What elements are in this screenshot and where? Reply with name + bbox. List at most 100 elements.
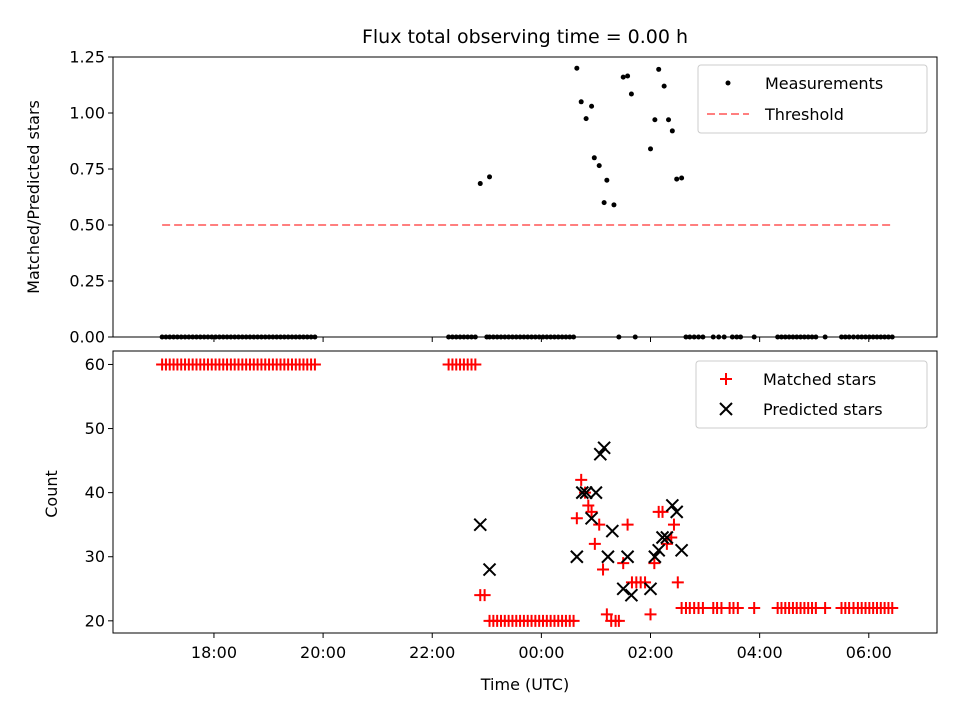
legend-measurements-label: Measurements (765, 74, 883, 93)
matched-star-point (600, 608, 613, 621)
ratio-axes-frame (112, 56, 938, 338)
ratio-y-tick-label: 0.25 (69, 272, 105, 291)
measurement-point (620, 74, 626, 80)
predicted-star-point (482, 562, 497, 577)
matched-star-point (621, 518, 634, 531)
count-y-axis-label: Count (42, 470, 61, 518)
measurement-point (679, 175, 685, 181)
matched-star-point (886, 602, 899, 615)
measurement-point (656, 66, 662, 72)
x-tick-label: 00:00 (518, 643, 564, 662)
predicted-star-point (660, 530, 674, 545)
legend-measurements-marker (725, 80, 731, 86)
matched-star-point (617, 557, 630, 570)
ratio-y-ticks: 0.00 0.25 0.50 0.75 1.00 1.25 (69, 48, 113, 347)
measurement-point (648, 146, 654, 152)
predicted-star-point (601, 550, 615, 564)
count-axes-frame (112, 350, 938, 634)
predicted-star-point (624, 588, 639, 602)
measurement-point (596, 163, 602, 169)
predicted-star-point (579, 485, 593, 500)
measurement-point (487, 174, 493, 180)
matched-star-point (660, 537, 673, 550)
ratio-legend: Measurements Threshold (697, 64, 928, 134)
matched-star-point (469, 358, 482, 371)
predicted-star-point (589, 485, 603, 500)
count-y-tick-label: 20 (85, 611, 105, 630)
count-y-ticks: 20 30 40 50 60 (85, 355, 113, 630)
measurement-point (578, 99, 584, 105)
matched-star-point (570, 512, 583, 525)
ratio-y-tick-label: 1.25 (69, 48, 105, 67)
ratio-legend-box (697, 64, 928, 134)
predicted-star-point (597, 441, 611, 455)
matched-star-point (656, 505, 669, 518)
measurement-point (652, 117, 658, 123)
predicted-star-point (584, 511, 599, 525)
x-tick-label: 18:00 (191, 643, 237, 662)
predicted-star-point (575, 485, 590, 500)
measurement-point (669, 128, 675, 134)
ratio-y-tick-label: 1.00 (69, 104, 105, 123)
predicted-star-point (620, 550, 635, 564)
measurement-point (583, 116, 589, 122)
ratio-y-tick-label: 0.75 (69, 160, 105, 179)
x-tick-label: 02:00 (627, 643, 673, 662)
predicted-star-point (593, 447, 608, 461)
matched-star-point (644, 608, 657, 621)
predicted-star-point (669, 505, 684, 519)
ratio-y-tick-label: 0.50 (69, 216, 105, 235)
x-tick-label: 22:00 (409, 643, 455, 662)
x-tick-label: 06:00 (846, 643, 892, 662)
predicted-star-point (674, 543, 689, 558)
count-y-tick-label: 60 (85, 355, 105, 374)
legend-matched-marker (720, 373, 732, 385)
predicted-star-point (648, 550, 662, 564)
measurement-point (589, 103, 595, 109)
count-panel: Count Time (UTC) 20 30 40 50 60 18:00 20:00 22… (42, 350, 938, 694)
x-tick-label: 20:00 (300, 643, 346, 662)
legend-predicted-label: Predicted stars (763, 400, 883, 419)
matched-star-point (612, 614, 625, 627)
matched-star-point (731, 602, 744, 615)
matched-star-point (582, 499, 595, 512)
matched-star-point (585, 505, 598, 518)
matched-star-point (696, 602, 709, 615)
ratio-panel: Flux total observing time = 0.00 h Match… (24, 26, 938, 347)
predicted-star-point (473, 517, 487, 532)
ratio-x-ticks (213, 337, 870, 342)
predicted-star-point (655, 530, 670, 545)
matched-star-point (819, 602, 832, 615)
measurement-point (604, 177, 610, 183)
measurement-point (625, 73, 631, 79)
measurement-point (477, 181, 483, 187)
measurement-point (574, 65, 580, 71)
predicted-star-point (616, 582, 630, 596)
matched-star-point (671, 576, 684, 589)
matched-star-point (648, 557, 661, 570)
measurement-point (666, 117, 672, 123)
legend-matched-label: Matched stars (763, 370, 876, 389)
count-y-tick-label: 40 (85, 483, 105, 502)
matched-star-point (597, 563, 610, 576)
measurement-point (661, 83, 667, 89)
predicted-star-point (643, 582, 658, 596)
matched-star-point (667, 518, 680, 531)
count-legend-box (695, 360, 928, 429)
matched-star-point (308, 358, 321, 371)
predicted-star-point (570, 550, 584, 564)
measurement-point (628, 91, 634, 97)
x-tick-label: 04:00 (737, 643, 783, 662)
legend-predicted-marker (719, 402, 733, 416)
predicted-star-point (665, 498, 680, 513)
measurement-point (674, 176, 680, 182)
matched-star-point (748, 602, 761, 615)
measurement-point (601, 200, 607, 206)
count-x-ticks: 18:00 20:00 22:00 00:00 02:00 04:00 06:00 (191, 633, 892, 662)
matched-star-point (588, 537, 601, 550)
count-y-tick-label: 30 (85, 547, 105, 566)
x-axis-label: Time (UTC) (480, 675, 569, 694)
legend-threshold-label: Threshold (764, 105, 844, 124)
predicted-star-point (651, 543, 666, 558)
